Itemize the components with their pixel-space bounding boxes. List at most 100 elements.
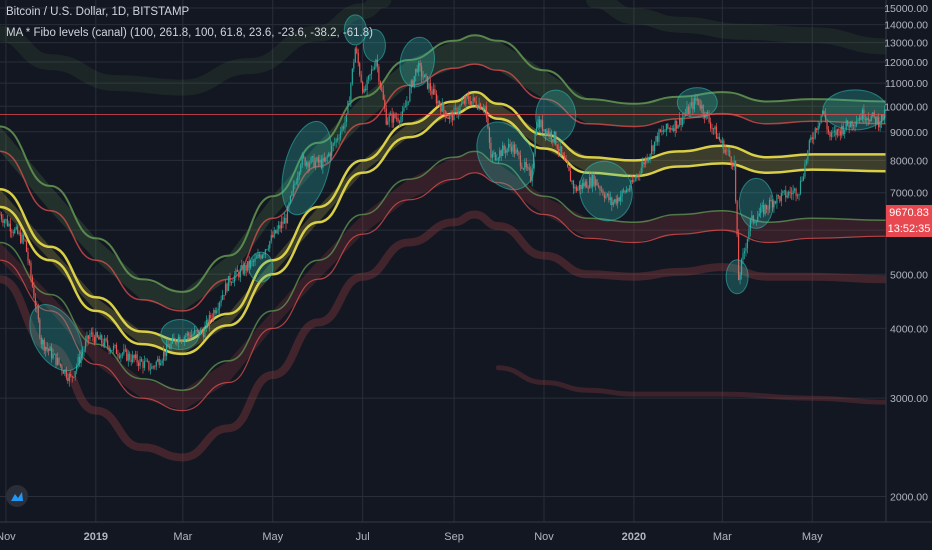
- candle: [485, 101, 488, 123]
- candle: [395, 112, 398, 122]
- tradingview-logo-icon[interactable]: [6, 485, 28, 507]
- candle: [528, 163, 530, 176]
- candle: [624, 190, 626, 194]
- price-axis[interactable]: 15000.00 14000.00 13000.00 12000.00 11000.00…: [884, 0, 932, 550]
- candle: [858, 114, 861, 124]
- candle: [737, 229, 740, 281]
- candle: [622, 187, 625, 194]
- y-tick-label: 3000.00: [890, 393, 928, 405]
- candle: [99, 332, 101, 340]
- candle: [605, 191, 607, 200]
- candle: [640, 161, 642, 176]
- candle: [606, 192, 608, 198]
- candle: [851, 120, 853, 131]
- candle: [114, 344, 116, 349]
- candle: [724, 144, 726, 155]
- candle: [627, 188, 629, 193]
- candle: [826, 119, 828, 135]
- candle: [661, 125, 663, 136]
- candle: [238, 269, 240, 281]
- candle: [522, 167, 524, 171]
- candle: [28, 258, 31, 266]
- candle: [183, 335, 185, 347]
- candle: [870, 113, 872, 122]
- candle: [648, 156, 650, 164]
- candle: [633, 176, 635, 183]
- candle: [491, 150, 493, 163]
- fibo-bands: [0, 0, 894, 462]
- candle: [612, 199, 614, 208]
- candle: [844, 129, 846, 139]
- candle: [729, 147, 731, 158]
- candle: [423, 74, 426, 78]
- candle: [149, 363, 151, 375]
- highlight-ellipse: [476, 121, 535, 191]
- candle: [761, 202, 763, 213]
- candle: [655, 135, 657, 146]
- candle: [811, 132, 813, 144]
- candle: [61, 363, 63, 376]
- candle: [519, 150, 521, 171]
- candle: [107, 335, 109, 350]
- candle: [298, 171, 300, 181]
- candle: [17, 224, 19, 235]
- highlight-ellipse: [362, 28, 386, 62]
- candle: [755, 220, 757, 227]
- candle: [450, 109, 452, 123]
- candle: [593, 172, 595, 188]
- candle: [375, 58, 377, 70]
- candle: [335, 137, 337, 148]
- candle: [135, 350, 137, 361]
- candle: [695, 93, 697, 105]
- candle: [827, 125, 830, 135]
- candle: [168, 343, 171, 350]
- candle: [279, 221, 281, 232]
- time-axis[interactable]: Nov 2019 Mar May Jul Sep Nov 2020 Mar May: [0, 521, 932, 543]
- candle: [730, 156, 732, 169]
- candle: [348, 96, 350, 102]
- candle: [556, 143, 558, 151]
- candle: [620, 190, 622, 206]
- candle: [795, 187, 797, 202]
- highlight-ellipse: [29, 304, 83, 372]
- candle: [584, 178, 586, 189]
- candle: [743, 247, 746, 260]
- candle: [275, 229, 277, 234]
- candle: [594, 176, 597, 191]
- candle: [313, 153, 315, 169]
- candle: [746, 238, 749, 254]
- candle: [112, 343, 115, 354]
- candle: [488, 126, 491, 149]
- candle: [403, 102, 405, 113]
- candle: [634, 175, 636, 182]
- candle: [319, 154, 321, 167]
- candle: [409, 84, 411, 103]
- candle: [774, 200, 777, 205]
- fib-red-outer-line: [0, 210, 890, 462]
- candle: [583, 177, 585, 189]
- candle: [765, 204, 768, 214]
- indicator-title[interactable]: MA * Fibo levels (canal) (100, 261.8, 10…: [6, 27, 373, 39]
- candle: [431, 85, 433, 99]
- candle: [540, 119, 542, 129]
- candle: [841, 123, 843, 139]
- candle: [101, 334, 103, 348]
- candle: [742, 248, 744, 264]
- candle: [415, 68, 417, 82]
- candle: [652, 144, 654, 155]
- candle: [422, 71, 424, 81]
- candle: [490, 137, 492, 160]
- candle: [48, 348, 50, 356]
- candle: [39, 317, 41, 340]
- candle: [656, 132, 659, 146]
- candle: [842, 123, 844, 136]
- candle: [876, 115, 878, 125]
- candle: [621, 189, 623, 203]
- candle: [142, 359, 144, 374]
- candle: [832, 127, 834, 138]
- candle: [381, 83, 383, 92]
- candle: [49, 345, 51, 351]
- candle: [242, 261, 244, 276]
- candle: [161, 358, 163, 366]
